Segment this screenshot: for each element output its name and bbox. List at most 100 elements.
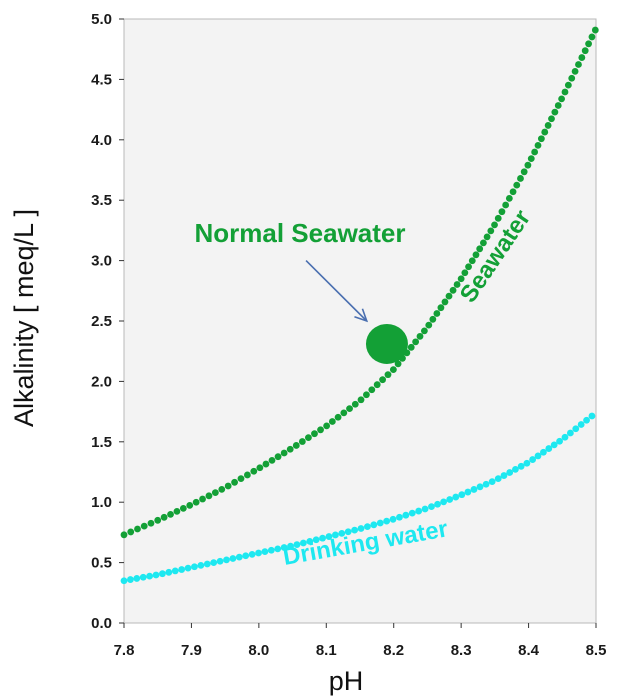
- data-point: [428, 503, 435, 511]
- data-point: [534, 452, 542, 460]
- data-point: [407, 343, 415, 351]
- data-point: [545, 445, 553, 452]
- data-point: [389, 515, 397, 523]
- data-point: [572, 425, 580, 433]
- data-point: [325, 533, 333, 540]
- data-point: [461, 269, 469, 277]
- data-point: [384, 371, 392, 379]
- data-point: [211, 489, 219, 497]
- y-tick-label: 2.5: [91, 313, 112, 330]
- data-point: [331, 531, 339, 539]
- data-point: [237, 475, 245, 483]
- data-point: [588, 412, 596, 420]
- x-tick-label: 8.2: [383, 642, 404, 659]
- data-point: [458, 491, 466, 499]
- data-point: [402, 511, 410, 519]
- data-point: [346, 405, 353, 412]
- data-point: [363, 391, 370, 399]
- data-point: [242, 552, 250, 560]
- data-point: [483, 233, 491, 241]
- data-point: [140, 522, 148, 530]
- data-point: [312, 536, 320, 544]
- data-point: [274, 545, 282, 553]
- data-point: [268, 456, 276, 464]
- data-point: [218, 485, 226, 493]
- x-tick-label: 8.1: [316, 642, 337, 659]
- data-point: [415, 507, 423, 515]
- data-point: [256, 464, 264, 472]
- data-point: [287, 542, 294, 550]
- data-point: [317, 426, 324, 434]
- data-point: [550, 441, 558, 449]
- data-point: [487, 227, 495, 235]
- series-layer: [120, 26, 599, 585]
- data-point: [561, 88, 569, 96]
- data-point: [364, 523, 371, 531]
- data-point: [577, 421, 585, 428]
- data-point: [165, 568, 173, 576]
- data-point: [146, 572, 154, 580]
- x-axis-label: pH: [329, 666, 364, 696]
- data-point: [551, 108, 559, 116]
- data-point: [548, 115, 555, 123]
- data-point: [476, 245, 484, 253]
- data-point: [479, 239, 487, 247]
- y-tick-label: 3.0: [91, 253, 112, 270]
- data-point: [583, 416, 590, 424]
- data-point: [243, 471, 251, 479]
- data-point: [517, 175, 524, 182]
- data-point: [351, 400, 359, 408]
- data-point: [223, 556, 230, 564]
- data-point: [513, 181, 521, 189]
- data-point: [299, 539, 307, 547]
- data-point: [433, 310, 441, 317]
- data-point: [127, 576, 134, 583]
- y-tick-label: 4.0: [91, 132, 112, 149]
- data-point: [292, 442, 300, 449]
- data-point: [540, 448, 547, 456]
- y-axis-label: Alkalinity [ meq/L ]: [9, 209, 39, 427]
- x-axis: 7.8 7.9 8.0 8.1 8.2 8.3 8.4 8.5: [114, 623, 607, 659]
- data-point: [311, 430, 318, 438]
- data-point: [464, 488, 472, 496]
- data-point: [203, 560, 211, 568]
- data-point: [494, 214, 502, 222]
- x-tick-label: 7.8: [114, 642, 135, 659]
- data-point: [389, 366, 397, 374]
- data-point: [171, 567, 179, 575]
- data-point: [199, 495, 206, 503]
- data-point: [323, 422, 331, 430]
- data-point: [280, 449, 288, 457]
- data-point: [191, 563, 198, 571]
- data-point: [524, 161, 532, 169]
- y-tick-label: 5.0: [91, 11, 112, 28]
- x-tick-label: 8.5: [586, 642, 607, 659]
- data-point: [267, 546, 275, 554]
- data-point: [453, 281, 461, 288]
- data-point: [370, 521, 378, 529]
- data-point: [134, 525, 141, 533]
- data-point: [534, 141, 542, 149]
- data-point: [127, 528, 135, 536]
- data-point: [210, 559, 218, 567]
- data-point: [421, 505, 429, 513]
- data-point: [591, 26, 599, 34]
- data-point: [420, 327, 428, 335]
- data-point: [216, 557, 224, 565]
- series-seawater: [120, 26, 599, 539]
- data-point: [506, 469, 514, 476]
- data-point: [274, 453, 282, 461]
- data-point: [334, 413, 342, 421]
- data-point: [505, 194, 513, 202]
- data-point: [179, 504, 187, 512]
- data-point: [197, 562, 205, 569]
- data-point: [482, 480, 490, 488]
- data-point: [159, 570, 166, 578]
- data-point: [192, 498, 200, 506]
- data-point: [154, 516, 162, 524]
- data-point: [319, 534, 326, 542]
- data-point: [173, 507, 181, 515]
- data-point: [465, 263, 472, 271]
- data-point: [568, 74, 576, 82]
- data-point: [186, 502, 194, 509]
